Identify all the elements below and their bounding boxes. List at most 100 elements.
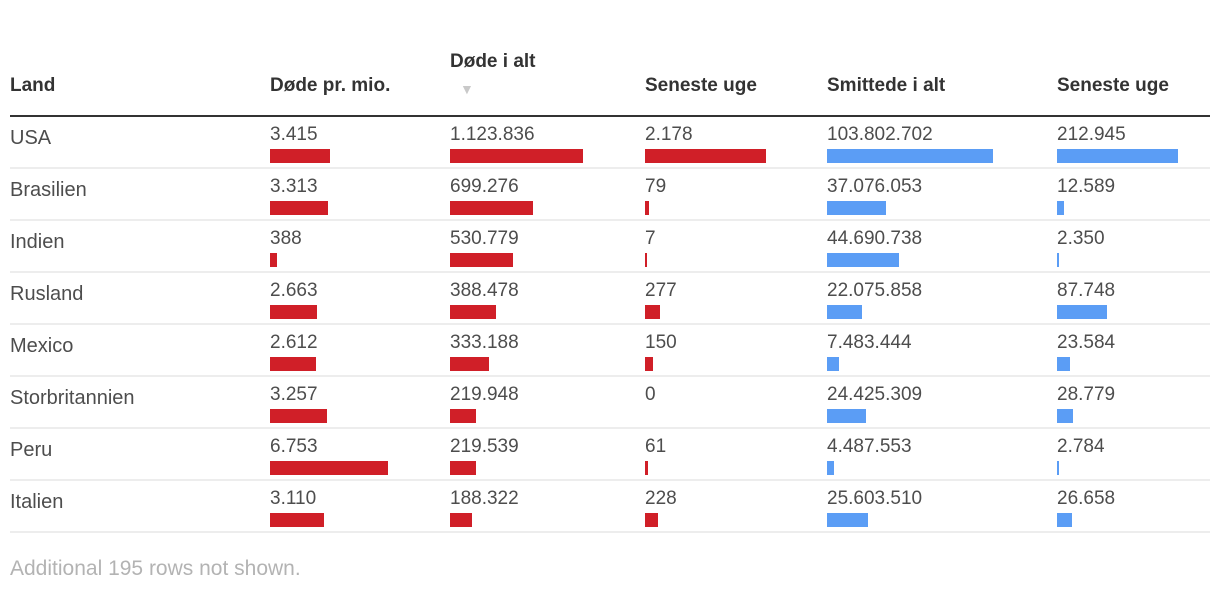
value-cell-seneste_uge_smittet: 23.584 xyxy=(1057,331,1210,375)
column-header-label: Seneste uge xyxy=(1057,75,1169,96)
cell-bar xyxy=(827,409,867,423)
cell-bar xyxy=(450,513,473,527)
cell-bar xyxy=(270,409,327,423)
cell-value: 219.539 xyxy=(450,436,519,457)
value-cell-seneste_uge_smittet: 12.589 xyxy=(1057,175,1210,219)
cell-bar xyxy=(827,201,887,215)
cell-value: 0 xyxy=(645,384,656,405)
cell-bar xyxy=(645,253,647,267)
table-header-row: Land Døde pr. mio. Døde i alt ▼ Seneste … xyxy=(10,48,1210,117)
table-row: Italien 3.110 188.322 228 25.603.510 26.658 xyxy=(10,481,1210,533)
cell-value: 87.748 xyxy=(1057,280,1116,301)
value-cell-seneste_uge_dode: 150 xyxy=(645,331,827,375)
cell-value: 103.802.702 xyxy=(827,124,933,145)
column-header-land[interactable]: Land xyxy=(10,72,270,99)
value-cell-smittede_i_alt: 22.075.858 xyxy=(827,279,1057,323)
value-cell-dode_i_alt: 530.779 xyxy=(450,227,645,271)
cell-value: 3.257 xyxy=(270,384,318,405)
cell-value: 219.948 xyxy=(450,384,519,405)
cell-value: 212.945 xyxy=(1057,124,1126,145)
table-row: Mexico 2.612 333.188 150 7.483.444 23.584 xyxy=(10,325,1210,377)
value-cell-dode_pr_mio: 3.110 xyxy=(270,487,450,531)
value-cell-dode_i_alt: 333.188 xyxy=(450,331,645,375)
cell-value: 530.779 xyxy=(450,228,519,249)
cell-value: 7.483.444 xyxy=(827,332,912,353)
cell-bar xyxy=(827,149,993,163)
cell-bar xyxy=(450,253,513,267)
value-cell-seneste_uge_smittet: 26.658 xyxy=(1057,487,1210,531)
cell-value: 3.415 xyxy=(270,124,318,145)
cell-bar xyxy=(645,461,649,475)
cell-bar xyxy=(1057,149,1178,163)
cell-bar xyxy=(645,201,650,215)
cell-bar xyxy=(1057,305,1107,319)
column-header-dode-pr-mio[interactable]: Døde pr. mio. xyxy=(270,72,450,99)
cell-value: 7 xyxy=(645,228,656,249)
column-header-label: Land xyxy=(10,75,56,96)
column-header-smittede-i-alt[interactable]: Smittede i alt xyxy=(827,72,1057,99)
value-cell-seneste_uge_dode: 7 xyxy=(645,227,827,271)
column-header-label: Døde i alt xyxy=(450,51,536,72)
value-cell-seneste_uge_dode: 2.178 xyxy=(645,123,827,167)
cell-bar xyxy=(1057,461,1059,475)
cell-bar xyxy=(1057,357,1071,371)
cell-bar xyxy=(270,513,325,527)
value-cell-seneste_uge_dode: 61 xyxy=(645,435,827,479)
cell-bar xyxy=(645,305,661,319)
country-name: Rusland xyxy=(10,283,84,305)
cell-value: 2.663 xyxy=(270,280,318,301)
column-header-seneste-uge-dode[interactable]: Seneste uge xyxy=(645,72,827,99)
value-cell-dode_i_alt: 188.322 xyxy=(450,487,645,531)
cell-bar xyxy=(450,201,533,215)
value-cell-seneste_uge_smittet: 2.350 xyxy=(1057,227,1210,271)
table-row: Peru 6.753 219.539 61 4.487.553 2.784 xyxy=(10,429,1210,481)
cell-value: 228 xyxy=(645,488,677,509)
cell-bar xyxy=(1057,201,1065,215)
value-cell-smittede_i_alt: 24.425.309 xyxy=(827,383,1057,427)
cell-bar xyxy=(1057,513,1073,527)
sort-desc-icon[interactable]: ▼ xyxy=(460,81,474,97)
cell-bar xyxy=(450,305,496,319)
cell-bar xyxy=(270,253,277,267)
cell-value: 2.612 xyxy=(270,332,318,353)
cell-value: 333.188 xyxy=(450,332,519,353)
table-row: Indien 388 530.779 7 44.690.738 2.350 xyxy=(10,221,1210,273)
cell-bar xyxy=(270,305,317,319)
value-cell-smittede_i_alt: 25.603.510 xyxy=(827,487,1057,531)
cell-bar xyxy=(450,461,476,475)
cell-value: 23.584 xyxy=(1057,332,1116,353)
column-header-seneste-uge-smittet[interactable]: Seneste uge xyxy=(1057,72,1210,99)
value-cell-dode_pr_mio: 3.257 xyxy=(270,383,450,427)
value-cell-seneste_uge_smittet: 212.945 xyxy=(1057,123,1210,167)
cell-value: 6.753 xyxy=(270,436,318,457)
cell-value: 2.784 xyxy=(1057,436,1105,457)
table-row: Brasilien 3.313 699.276 79 37.076.053 12.589 xyxy=(10,169,1210,221)
value-cell-smittede_i_alt: 44.690.738 xyxy=(827,227,1057,271)
value-cell-seneste_uge_smittet: 2.784 xyxy=(1057,435,1210,479)
value-cell-dode_pr_mio: 3.313 xyxy=(270,175,450,219)
value-cell-dode_i_alt: 1.123.836 xyxy=(450,123,645,167)
cell-bar xyxy=(270,357,316,371)
cell-value: 1.123.836 xyxy=(450,124,535,145)
country-name: Italien xyxy=(10,491,64,513)
column-header-label: Smittede i alt xyxy=(827,75,946,96)
cell-value: 44.690.738 xyxy=(827,228,923,249)
cell-bar xyxy=(645,149,766,163)
cell-bar xyxy=(645,357,654,371)
cell-value: 150 xyxy=(645,332,677,353)
cell-bar xyxy=(1057,409,1074,423)
country-name: Mexico xyxy=(10,335,74,357)
cell-value: 79 xyxy=(645,176,667,197)
cell-bar xyxy=(827,305,863,319)
cell-bar xyxy=(827,513,868,527)
column-header-dode-i-alt[interactable]: Døde i alt ▼ xyxy=(450,48,645,99)
country-name: Peru xyxy=(10,439,53,461)
value-cell-dode_pr_mio: 2.663 xyxy=(270,279,450,323)
cell-bar xyxy=(1057,253,1059,267)
cell-value: 12.589 xyxy=(1057,176,1116,197)
value-cell-smittede_i_alt: 4.487.553 xyxy=(827,435,1057,479)
value-cell-dode_pr_mio: 388 xyxy=(270,227,450,271)
value-cell-seneste_uge_dode: 228 xyxy=(645,487,827,531)
cell-bar xyxy=(450,409,476,423)
cell-value: 388 xyxy=(270,228,302,249)
